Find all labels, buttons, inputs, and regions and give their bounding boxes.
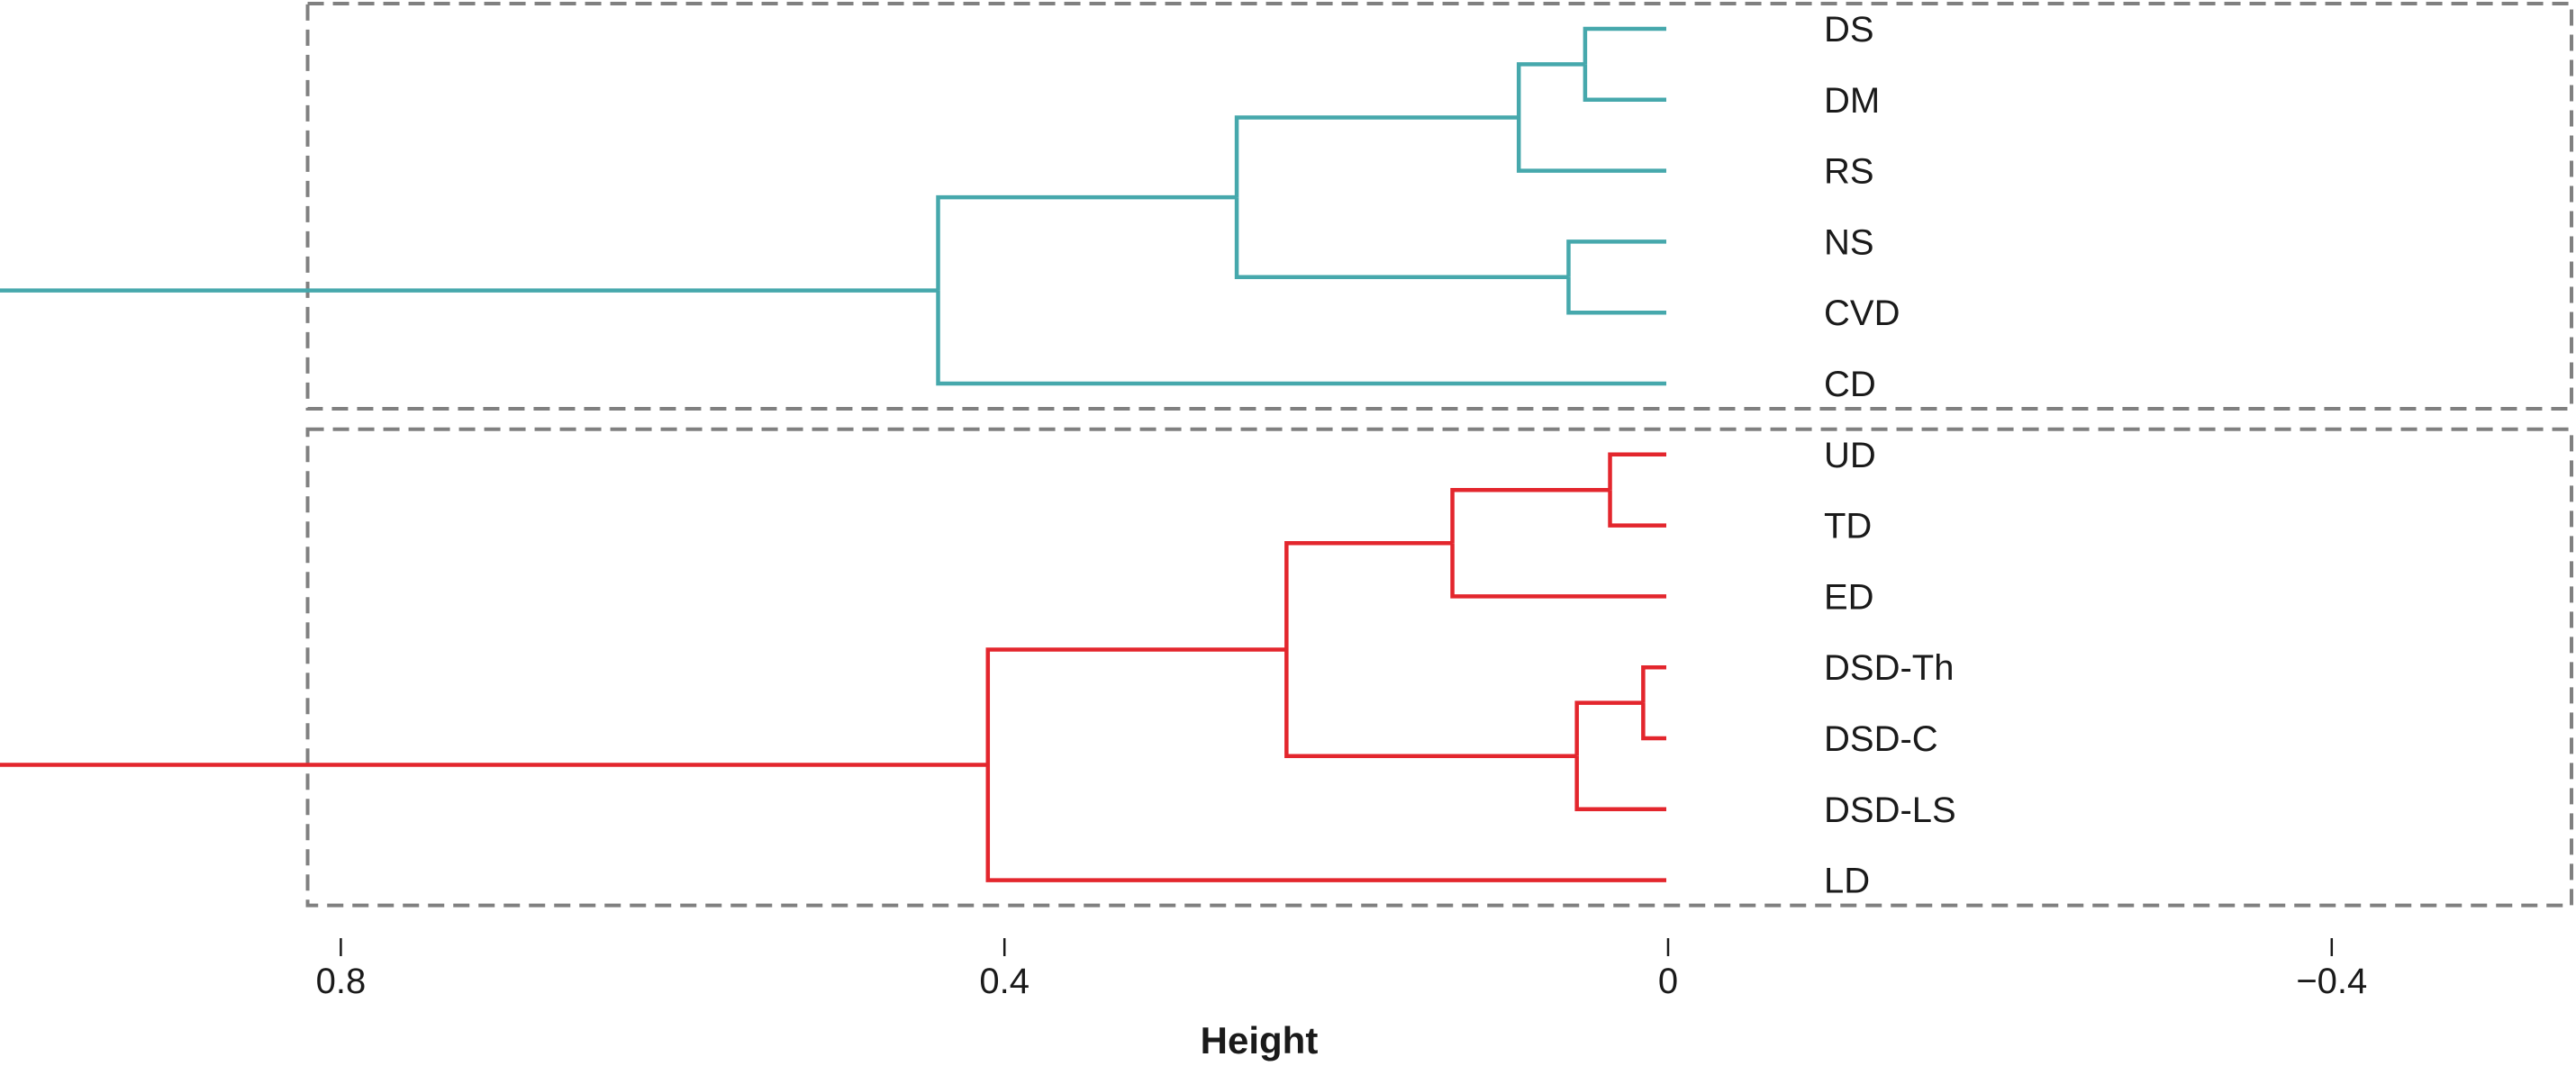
leaf-label-ud: UD (1824, 436, 1876, 475)
x-tick-label-2: 0.4 (979, 962, 1029, 1001)
branch-m2-left (1516, 62, 1585, 118)
leaf-label-ld: LD (1824, 862, 1870, 901)
leaf-label-td: TD (1824, 507, 1872, 547)
branch-m1-left (1583, 26, 1666, 65)
branch-m3-right (1566, 276, 1666, 315)
leaf-label-dsd-c: DSD-C (1824, 719, 1938, 759)
branch-m2-right (1516, 117, 1666, 173)
branch-m4-right (1234, 197, 1569, 280)
branch-m8-left (1641, 664, 1666, 703)
branch-m7-left (1450, 487, 1610, 544)
branch-m11-left (985, 647, 1287, 765)
cluster-box-1 (305, 2, 2573, 411)
branch-m11-right (985, 764, 1666, 882)
branch-m9-right (1574, 755, 1666, 812)
branch-m5-right (936, 290, 1666, 386)
branch-m3-left (1566, 239, 1666, 277)
branch-m5-left (936, 194, 1238, 291)
leaf-label-ds: DS (1824, 10, 1874, 50)
leaf-label-cd: CD (1824, 365, 1876, 404)
x-tick-label-4: −0.4 (2296, 962, 2367, 1001)
x-axis: 1.20.80.40−0.4 (316, 938, 2367, 1001)
x-axis-title: Height (1201, 1019, 1319, 1061)
leaf-label-dm: DM (1824, 81, 1880, 121)
branch-m12-right (0, 763, 988, 767)
branch-m8-right (1641, 702, 1666, 741)
branch-m12-left (0, 288, 939, 293)
branch-m10-right (1284, 649, 1577, 758)
x-tick-label-3: 0 (1658, 962, 1678, 1001)
leaf-labels: DS DM RS NS CVD CD UD TD ED DSD-Th DSD-C DSD-LS LD (1824, 10, 1956, 901)
branch-m7-right (1450, 543, 1666, 599)
cluster-boxes (305, 2, 2573, 908)
branch-m9-left (1574, 700, 1644, 756)
branch-m4-left (1234, 115, 1519, 198)
x-tick-label-1: 0.8 (316, 962, 367, 1001)
leaf-label-dsd-th: DSD-Th (1824, 648, 1954, 688)
cluster-box-2 (305, 427, 2573, 908)
branch-m6-left (1608, 452, 1666, 491)
branch-m6-right (1608, 490, 1666, 528)
leaf-label-cvd: CVD (1824, 294, 1900, 333)
leaf-label-ns: NS (1824, 222, 1874, 262)
dendrogram-branches (0, 26, 1666, 882)
branch-m1-right (1583, 64, 1666, 103)
branch-m10-left (1284, 541, 1453, 650)
leaf-label-dsd-ls: DSD-LS (1824, 790, 1956, 830)
leaf-label-ed: ED (1824, 577, 1874, 617)
leaf-label-rs: RS (1824, 152, 1874, 192)
